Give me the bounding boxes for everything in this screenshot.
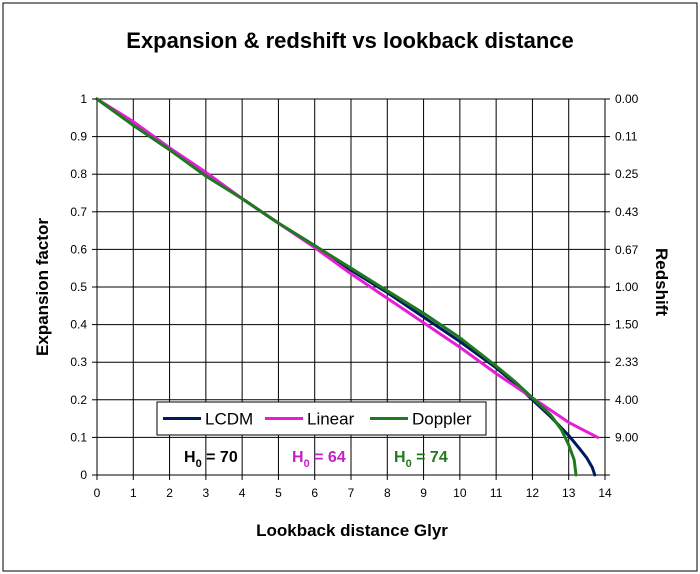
y-tick-label: 1 xyxy=(80,92,87,106)
y-tick-label: 0.7 xyxy=(70,205,87,219)
y-tick-label: 0.8 xyxy=(70,167,87,181)
x-tick-label: 12 xyxy=(526,486,540,500)
y2-tick-label: 9.00 xyxy=(615,430,639,444)
x-tick-label: 7 xyxy=(348,486,355,500)
y-tick-label: 0.4 xyxy=(70,318,87,332)
h0-subscript: 0 xyxy=(406,458,412,470)
series-line-linear xyxy=(95,97,600,439)
legend-box xyxy=(156,401,487,436)
x-tick-label: 13 xyxy=(562,486,576,500)
y2-tick-label: 1.00 xyxy=(615,280,639,294)
y2-tick-label: 0.25 xyxy=(615,167,639,181)
h0-annotation: H0 = 70 xyxy=(184,449,238,470)
y2-tick-label: 1.50 xyxy=(615,318,639,332)
h0-symbol: H xyxy=(394,449,406,466)
y2-tick-label: 0.00 xyxy=(615,92,639,106)
x-tick-label: 14 xyxy=(598,486,612,500)
ticks-layer: 0 1 2 3 4 5 6 7 8 9 10 11 12 13 1400.10.20.30.40.50.60… xyxy=(70,92,638,500)
h0-annotations: H0 = 70 H0 = 64 H0 = 74 xyxy=(184,449,448,470)
y-tick-label: 0.6 xyxy=(70,242,87,256)
x-tick-label: 4 xyxy=(239,486,246,500)
x-tick-label: 11 xyxy=(490,486,503,500)
x-tick-label: 0 xyxy=(94,486,101,500)
series-line-doppler xyxy=(95,97,578,477)
y-axis-title: Expansion factor xyxy=(33,218,52,356)
x-tick-label: 5 xyxy=(275,486,282,500)
y2-tick-label: 0.43 xyxy=(615,205,639,219)
y2-tick-label: 4.00 xyxy=(615,393,639,407)
chart-title: Expansion & redshift vs lookback distanc… xyxy=(126,28,573,53)
series-layer xyxy=(95,97,600,477)
h0-annotation: H0 = 64 xyxy=(292,449,346,470)
y2-axis-title: Redshift xyxy=(652,248,671,316)
h0-symbol: H xyxy=(184,449,196,466)
x-tick-label: 10 xyxy=(453,486,467,500)
legend-label-doppler: Doppler xyxy=(412,410,472,429)
x-tick-label: 2 xyxy=(166,486,173,500)
h0-subscript: 0 xyxy=(196,458,202,470)
y-tick-label: 0.9 xyxy=(70,130,87,144)
x-tick-label: 6 xyxy=(311,486,318,500)
h0-value: = 70 xyxy=(202,449,238,466)
y2-tick-label: 0.11 xyxy=(615,129,638,143)
y-tick-label: 0.3 xyxy=(70,355,87,369)
x-tick-label: 3 xyxy=(203,486,210,500)
h0-subscript: 0 xyxy=(304,458,310,470)
h0-annotation: H0 = 74 xyxy=(394,449,448,470)
legend-label-lcdm: LCDM xyxy=(205,410,253,429)
h0-symbol: H xyxy=(292,449,304,466)
x-axis-title: Lookback distance Glyr xyxy=(256,521,448,540)
h0-value: = 64 xyxy=(310,449,346,466)
legend-label-linear: Linear xyxy=(307,410,355,429)
y-tick-label: 0.5 xyxy=(70,280,87,294)
h0-value: = 74 xyxy=(412,449,448,466)
x-tick-label: 9 xyxy=(420,486,427,500)
legend: LCDM Linear Doppler xyxy=(156,401,487,436)
x-tick-label: 1 xyxy=(130,486,137,500)
y-tick-label: 0 xyxy=(80,468,87,482)
y2-tick-label: 2.33 xyxy=(615,355,639,369)
x-tick-label: 8 xyxy=(384,486,391,500)
y-tick-label: 0.1 xyxy=(70,430,87,444)
y2-tick-label: 0.67 xyxy=(615,243,639,257)
y-tick-label: 0.2 xyxy=(70,393,87,407)
